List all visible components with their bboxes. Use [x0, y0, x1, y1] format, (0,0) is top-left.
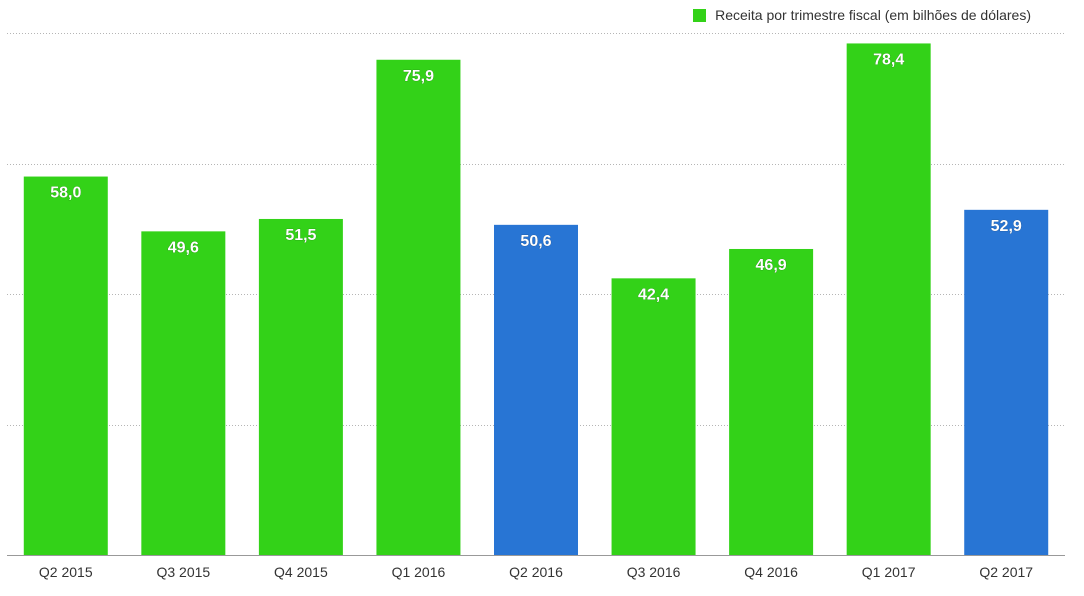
bar-q2-2015 [23, 176, 108, 556]
value-label: 51,5 [285, 227, 316, 244]
bar-q3-2016 [611, 278, 696, 555]
bar-q2-2016 [494, 224, 578, 555]
x-tick-label: Q3 2016 [627, 564, 681, 580]
value-label: 78,4 [873, 51, 904, 68]
x-tick-label: Q4 2016 [744, 564, 798, 580]
x-tick-label: Q1 2017 [862, 564, 916, 580]
value-label: 52,9 [991, 218, 1022, 235]
value-label: 49,6 [168, 239, 199, 256]
value-label: 58,0 [50, 185, 81, 202]
x-tick-label: Q2 2017 [979, 564, 1033, 580]
x-tick-label: Q2 2015 [39, 564, 93, 580]
bar-q2-2017 [964, 209, 1049, 555]
bar-q1-2017 [846, 43, 931, 555]
bar-q1-2016 [376, 59, 461, 555]
x-tick-label: Q4 2015 [274, 564, 328, 580]
x-tick-label: Q1 2016 [392, 564, 446, 580]
value-label: 75,9 [403, 68, 434, 85]
x-tick-label: Q3 2015 [156, 564, 210, 580]
legend-label: Receita por trimestre fiscal (em bilhões… [715, 7, 1031, 23]
bar-q4-2016 [729, 248, 814, 556]
legend: Receita por trimestre fiscal (em bilhões… [693, 7, 1031, 23]
legend-swatch [693, 8, 707, 22]
bar-q3-2015 [141, 231, 226, 556]
value-label: 42,4 [638, 286, 669, 303]
x-tick-label: Q2 2016 [509, 564, 563, 580]
value-label: 50,6 [520, 233, 551, 250]
bar-q4-2015 [258, 218, 343, 555]
value-label: 46,9 [756, 257, 787, 274]
